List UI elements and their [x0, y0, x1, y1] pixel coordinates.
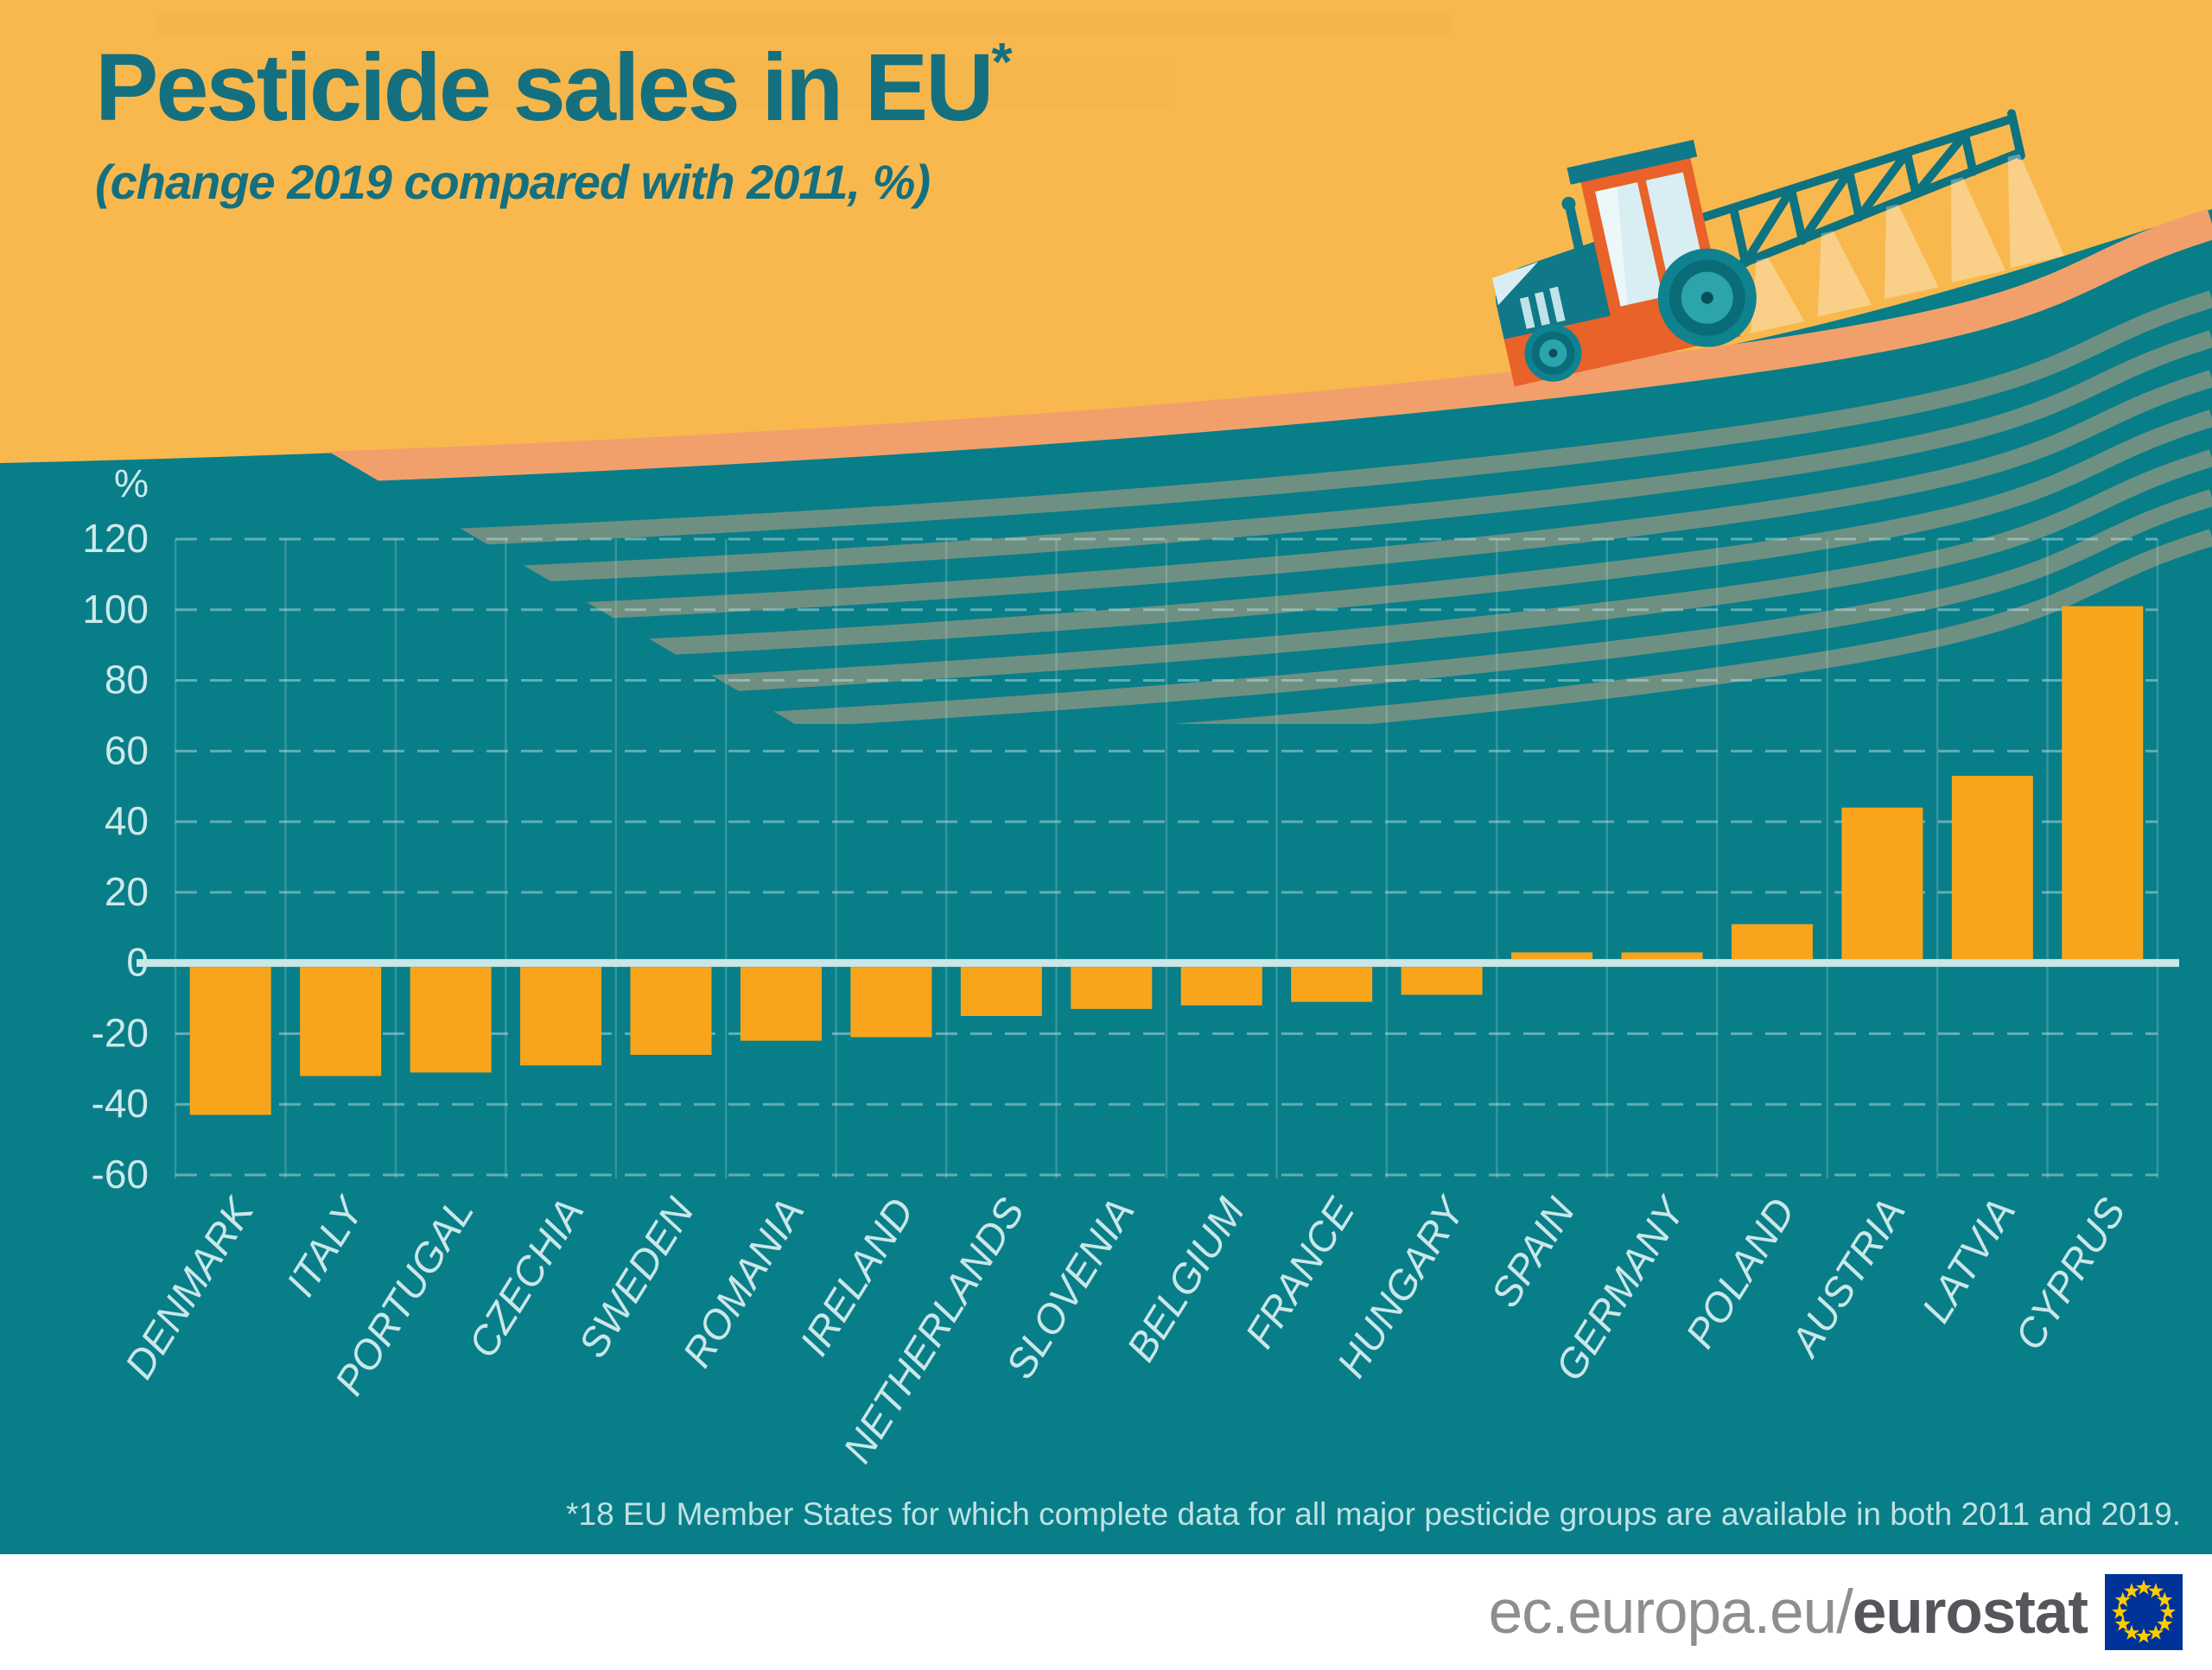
flag-star	[2148, 1624, 2164, 1640]
bar-romania	[740, 967, 822, 1041]
flag-star	[2114, 1591, 2131, 1607]
spray-cones	[1750, 154, 2065, 333]
bar-italy	[300, 967, 382, 1076]
bar-latvia	[1951, 775, 2033, 960]
y-axis-tick-labels: 120100806040200-20-40-60	[82, 516, 149, 1197]
bar-cyprus	[2062, 606, 2144, 960]
bar-belgium	[1180, 967, 1262, 1006]
flag-star	[2124, 1624, 2139, 1640]
bar-hungary	[1401, 967, 1483, 995]
flag-star	[2157, 1616, 2173, 1631]
y-tick-120: 120	[82, 516, 149, 561]
vertical-gridlines	[174, 539, 2159, 1178]
rear-wheel	[1657, 248, 1757, 347]
y-tick--60: -60	[92, 1152, 149, 1197]
bar-netherlands	[960, 967, 1042, 1016]
bar-austria	[1841, 807, 1923, 960]
bar-france	[1291, 967, 1373, 1002]
branding-url-bold: eurostat	[1852, 1578, 2088, 1647]
bar-czechia	[520, 967, 602, 1066]
title-block: Pesticide sales in EU* (change 2019 comp…	[95, 35, 1013, 210]
y-tick-100: 100	[82, 587, 149, 632]
window-gloss	[1595, 187, 1628, 307]
bar-poland	[1731, 924, 1813, 960]
x-label-france: FRANCE	[1236, 1190, 1363, 1356]
bar-slovenia	[1071, 967, 1153, 1009]
horizontal-gridlines	[175, 537, 2158, 1177]
footnote: *18 EU Member States for which complete …	[566, 1496, 2181, 1532]
x-label-spain: SPAIN	[1482, 1190, 1584, 1315]
hood-window	[1492, 262, 1539, 306]
y-tick-20: 20	[105, 869, 149, 914]
flag-star	[2157, 1591, 2173, 1607]
y-axis-unit-label: %	[114, 461, 149, 505]
slope-band	[302, 208, 2212, 492]
y-tick-40: 40	[105, 798, 149, 843]
exhaust-pipe	[1565, 206, 1584, 250]
flag-star	[2136, 1579, 2152, 1595]
front-wheel	[1524, 324, 1582, 382]
y-tick--40: -40	[92, 1081, 149, 1126]
bar-portugal	[410, 967, 492, 1073]
eu-flag-icon	[2105, 1574, 2183, 1650]
flag-star	[2160, 1603, 2176, 1619]
flag-star	[2114, 1616, 2131, 1631]
cab-roof	[1567, 139, 1698, 185]
page-title: Pesticide sales in EU*	[95, 33, 1013, 141]
flag-star	[2136, 1628, 2152, 1643]
y-tick--20: -20	[92, 1010, 149, 1055]
tractor-illustration	[1492, 109, 2065, 387]
x-label-latvia: LATVIA	[1912, 1190, 2024, 1330]
x-label-poland: POLAND	[1676, 1190, 1803, 1356]
x-label-italy: ITALY	[277, 1187, 374, 1304]
y-tick-60: 60	[105, 727, 149, 772]
bars	[189, 606, 2144, 1115]
branding-url-regular: ec.europa.eu/	[1488, 1578, 1853, 1647]
bar-germany	[1621, 952, 1703, 960]
flag-star	[2124, 1583, 2139, 1598]
sprayer-boom	[1700, 109, 2025, 276]
x-label-denmark: DENMARK	[116, 1188, 264, 1387]
title-asterisk: *	[991, 33, 1013, 92]
footer-band: ec.europa.eu/eurostat	[0, 1554, 2212, 1670]
bar-denmark	[189, 967, 271, 1115]
eurostat-branding: ec.europa.eu/eurostat	[1489, 1578, 2088, 1648]
bar-ireland	[850, 967, 932, 1038]
header-illustration	[0, 0, 2212, 724]
y-tick-80: 80	[105, 657, 149, 702]
x-label-cyprus: CYPRUS	[2005, 1190, 2134, 1357]
flag-star	[2112, 1603, 2127, 1619]
page-subtitle: (change 2019 compared with 2011, %)	[95, 154, 931, 209]
flag-star	[2148, 1583, 2164, 1598]
bar-sweden	[630, 967, 712, 1055]
bar-spain	[1511, 952, 1593, 960]
x-axis-country-labels: DENMARK ITALYPORTUGALCZECHIASWEDENROMANIA…	[116, 1187, 2134, 1470]
grille-slats	[1519, 286, 1566, 329]
